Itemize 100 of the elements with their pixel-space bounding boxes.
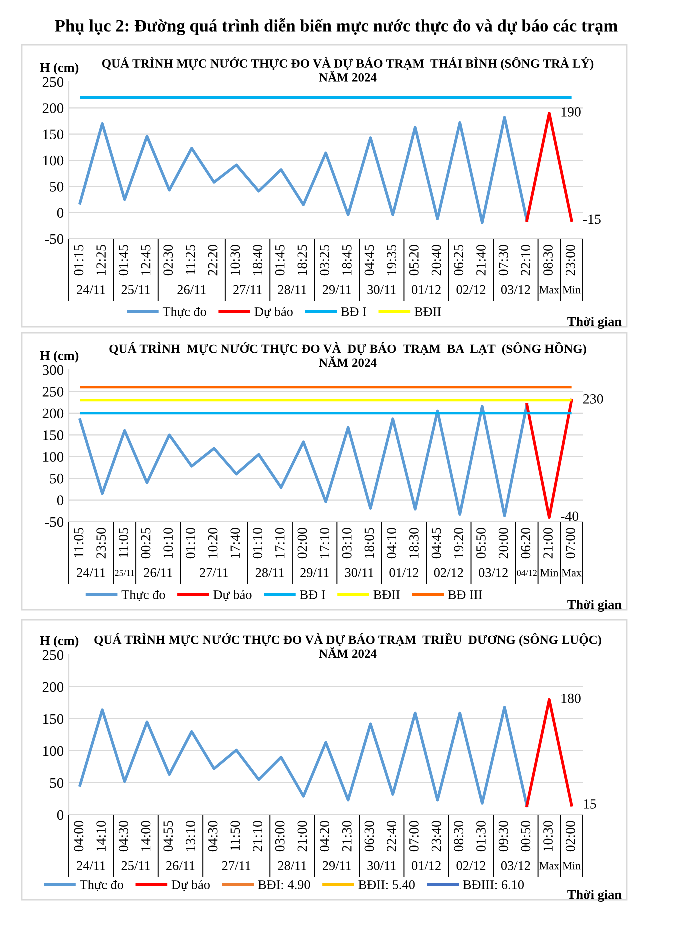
x-tick-label: 12:25 [96, 245, 106, 275]
y-tick-label: 50 [50, 474, 64, 484]
legend-label: BĐIII: 6.10 [463, 880, 524, 890]
x-tick-label: 20:40 [432, 245, 442, 276]
x-tick-label: 18:05 [364, 528, 374, 558]
x-tick-label: 11:05 [118, 528, 128, 558]
x-tick-label: 01:45 [118, 245, 128, 276]
data-label: 180 [562, 694, 581, 704]
y-tick-label: 100 [44, 452, 64, 462]
x-tick-label: 14:00 [141, 821, 151, 851]
x-tick-label: 01:30 [476, 821, 486, 852]
x-tick-label: 22:40 [387, 821, 397, 852]
y-tick-label: 50 [50, 182, 64, 192]
line-series [78, 116, 529, 224]
text: 27/11 [234, 285, 262, 294]
text: 03/12 [479, 568, 508, 578]
text: Max [540, 286, 560, 294]
text: 28/11 [278, 861, 306, 870]
x-tick-label: 06:30 [364, 821, 374, 852]
text: 03/12 [501, 285, 530, 294]
data-label: -40 [561, 512, 579, 522]
x-tick-label: 21:40 [476, 245, 486, 276]
text: 29/11 [322, 861, 352, 870]
y-tick-label: 0 [57, 810, 64, 820]
x-tick-label: 19:20 [454, 528, 464, 558]
y-tick-label: 100 [44, 746, 64, 756]
text: 01/12 [412, 861, 441, 870]
x-tick-label: 02:30 [164, 245, 174, 276]
x-tick-label: 00:25 [141, 528, 151, 559]
x-tick-label: 03:25 [320, 245, 330, 276]
x-tick-label: 10:10 [164, 528, 174, 558]
y-tick-label: 250 [42, 650, 64, 660]
x-tick-label: 18:30 [409, 528, 419, 558]
legend-label: Thực đo [80, 880, 124, 892]
x-tick-label: 21:10 [253, 821, 262, 852]
y-tick-label: 250 [42, 387, 64, 397]
x-tick-label: 01:45 [275, 245, 285, 276]
data-label: 15 [584, 800, 596, 809]
y-tick-label: 0 [57, 208, 64, 218]
y-tick-label: 200 [42, 682, 64, 692]
x-tick-label: 07:00 [566, 528, 576, 559]
text: Min [562, 286, 581, 294]
text: 28/11 [256, 568, 284, 578]
x-tick-label: 11:50 [230, 821, 240, 850]
y-axis-title: H (cm) [40, 63, 79, 75]
text: 26/11 [166, 861, 195, 870]
x-tick-label: 12:45 [141, 245, 151, 275]
y-tick-label: 0 [57, 496, 64, 506]
text: 29/11 [300, 568, 329, 578]
y-tick-label: 100 [44, 156, 64, 166]
x-tick-label: 08:30 [454, 821, 464, 852]
text: 24/11 [77, 285, 106, 294]
x-tick-label: 13:10 [186, 821, 196, 851]
chart-title: QUÁ TRÌNH MỰC NƯỚC THỰC ĐO VÀ DỰ BÁO TRẠM BA LẠT (SÔNG HỒNG) NĂM 2024 [110, 342, 586, 368]
text: 26/11 [178, 285, 206, 294]
x-axis-title: Thời gian [568, 890, 622, 902]
x-tick-label: 23:50 [96, 528, 106, 559]
x-tick-label: 06:20 [521, 528, 531, 559]
legend-label: BĐII: 5.40 [358, 880, 415, 890]
x-tick-label: 04:55 [164, 821, 174, 852]
text: 04/12 [517, 570, 537, 576]
x-axis-title: Thời gian [568, 316, 622, 330]
x-tick-label: 06:25 [454, 245, 464, 276]
x-tick-label: 18:40 [253, 245, 262, 275]
text: 25/11 [115, 570, 134, 576]
text: 26/11 [144, 568, 172, 578]
x-tick-label: 10:20 [208, 528, 218, 558]
x-tick-label: 18:45 [342, 245, 352, 275]
x-tick-label: 04:45 [364, 245, 374, 276]
x-tick-label: 22:20 [208, 245, 218, 276]
text: 27/11 [200, 568, 228, 578]
x-tick-label: 04:30 [208, 821, 218, 852]
x-tick-label: 01:10 [253, 528, 262, 559]
text: Min [540, 569, 559, 577]
chart-title: QUÁ TRÌNH MỰC NƯỚC THỰC ĐO VÀ DỰ BÁO TRẠM TRIỀU DƯƠNG (SÔNG LUỘC) NĂM 2024 [94, 633, 602, 658]
x-tick-label: 21:00 [544, 528, 554, 559]
data-label: -15 [583, 214, 601, 224]
text: 30/11 [345, 568, 374, 578]
x-tick-label: 18:25 [298, 245, 308, 275]
x-tick-label: 00:50 [521, 821, 531, 852]
text: 29/11 [322, 285, 352, 294]
text: 30/11 [368, 285, 396, 294]
y-tick-label: 200 [42, 408, 64, 419]
text: 24/11 [77, 861, 106, 870]
x-tick-label: 11:05 [74, 528, 84, 558]
y-axis-title: H (cm) [40, 351, 79, 363]
x-tick-label: 09:30 [498, 821, 508, 852]
text: 02/12 [456, 861, 486, 870]
x-tick-label: 17:10 [275, 528, 285, 558]
x-tick-label: 04:30 [118, 821, 128, 852]
y-tick-label: 50 [50, 778, 64, 788]
x-tick-label: 20:00 [498, 528, 508, 559]
text: Max [540, 862, 560, 870]
text: Max [562, 569, 582, 577]
x-tick-label: 17:10 [320, 528, 330, 558]
y-tick-label: -50 [45, 234, 64, 244]
y-tick-label: 150 [44, 714, 64, 724]
y-tick-label: 250 [42, 77, 64, 88]
x-tick-label: 10:30 [230, 245, 240, 275]
legend-label: BĐII [414, 308, 442, 316]
